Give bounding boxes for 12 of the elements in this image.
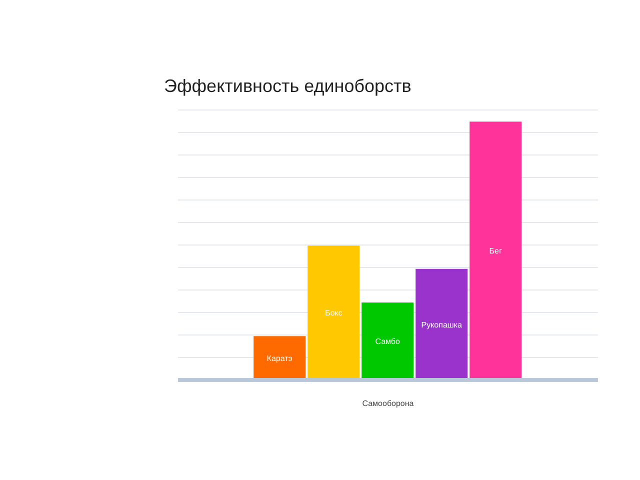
bar	[254, 336, 306, 380]
series-label: Бег	[489, 246, 502, 256]
x-axis-title: Самооборона	[362, 399, 414, 408]
bar	[362, 302, 414, 380]
chart-title: Эффективность единоборств	[164, 76, 412, 97]
bar	[470, 122, 522, 380]
series-label: Рукопашка	[421, 320, 462, 330]
series-label: Бокс	[324, 308, 342, 318]
series-label: Самбо	[375, 337, 401, 346]
bar	[416, 268, 468, 380]
bar	[308, 246, 360, 380]
series-label: Каратэ	[266, 354, 292, 363]
